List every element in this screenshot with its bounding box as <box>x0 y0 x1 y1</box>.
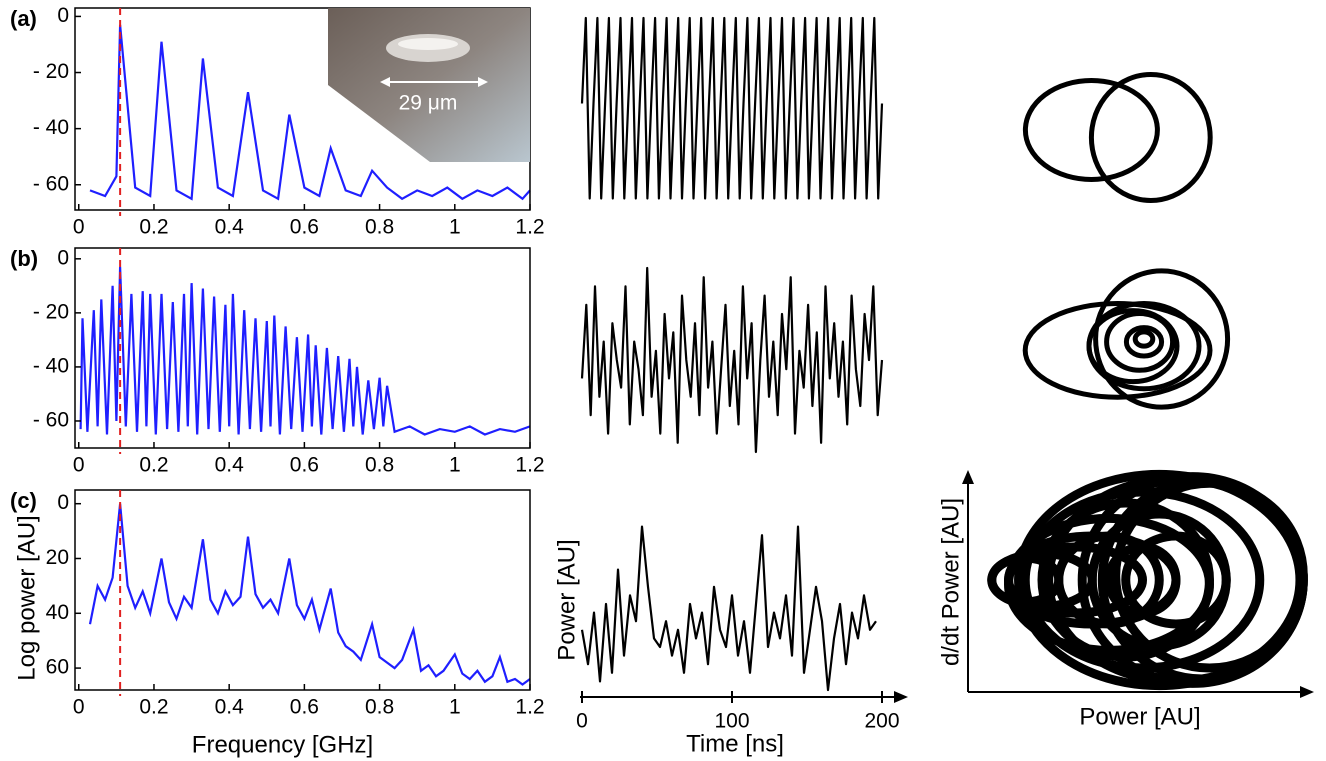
x-tick-label: 0.6 <box>290 216 319 239</box>
y-tick-label: 0 <box>57 246 69 269</box>
plot-frame <box>74 247 531 449</box>
charts: 0 0.2 0.4 0.6 0.8 1 1.2 0 - 20 - 40 - 60 (a) 0 0.2 0.4… <box>10 4 1308 759</box>
y-axis-label: Power [AU] <box>553 539 580 660</box>
x-tick-label: 1.2 <box>515 216 544 239</box>
time-trace <box>580 525 877 692</box>
phase-portrait <box>1022 268 1231 410</box>
x-tick-label: 100 <box>714 710 749 733</box>
spectrum-panel: 0 0.2 0.4 0.6 0.8 1 1.2 0 - 20 - 40 - 60 (b) <box>10 246 545 477</box>
panel-label: (b) <box>10 246 38 271</box>
time-trace <box>580 266 884 454</box>
x-tick-label: 0.8 <box>365 454 394 477</box>
phase-x-arrow <box>1300 686 1314 698</box>
time-axis-arrow <box>894 691 908 703</box>
phase-loop <box>1123 325 1165 359</box>
phase-axes <box>967 482 1302 693</box>
phase-y-arrow <box>962 470 974 484</box>
x-tick-label: 1 <box>449 454 461 477</box>
x-tick-label: 0.4 <box>215 696 245 719</box>
x-tick-label: 0 <box>73 454 85 477</box>
x-tick-label: 1 <box>449 696 461 719</box>
inset-photo: 29 μm <box>328 8 530 162</box>
spectrum-line <box>79 266 531 436</box>
phase-loop <box>1022 78 1160 182</box>
spectrum-line <box>88 503 531 686</box>
phase-loop <box>1121 531 1231 629</box>
x-tick-label: 1.2 <box>515 454 544 477</box>
x-tick-label: 0.8 <box>365 696 394 719</box>
panel-label: (a) <box>10 6 37 31</box>
panel-label: (c) <box>10 488 37 513</box>
x-axis-label: Time [ns] <box>686 730 784 757</box>
x-tick-label: 200 <box>864 710 899 733</box>
y-axis-label: Log power [AU] <box>13 515 40 680</box>
spectrum-panel: 0 0.2 0.4 0.6 0.8 1 1.2 0 20 40 60 (c) Frequency [GH… <box>10 488 545 759</box>
phase-portrait <box>1022 72 1213 203</box>
spectrum-panel: 0 0.2 0.4 0.6 0.8 1 1.2 0 - 20 - 40 - 60 (a) <box>10 4 545 239</box>
y-tick-label: - 20 <box>33 60 69 83</box>
y-tick-label: - 60 <box>33 409 69 432</box>
phase-loop <box>1088 72 1213 203</box>
phase-portrait: Power [AU] d/dt Power [AU] <box>937 469 1308 730</box>
phase-loop <box>1104 542 1181 618</box>
x-tick-label: 0.2 <box>139 216 168 239</box>
x-tick-label: 1.2 <box>515 696 544 719</box>
phase-loop <box>1104 310 1176 373</box>
x-tick-label: 0 <box>576 710 588 733</box>
phase-loop <box>1022 301 1213 400</box>
x-tick-label: 0.6 <box>290 454 319 477</box>
y-tick-label: - 60 <box>33 172 69 195</box>
x-tick-label: 0.4 <box>215 216 245 239</box>
y-tick-label: 40 <box>46 601 69 624</box>
x-tick-label: 1 <box>449 216 461 239</box>
inset-label: 29 μm <box>399 92 458 115</box>
x-tick-label: 0.4 <box>215 454 245 477</box>
phase-loop <box>1132 329 1156 349</box>
phase-loop <box>1037 498 1214 662</box>
x-tick-label: 0.2 <box>139 454 168 477</box>
phase-loop <box>1086 308 1180 385</box>
x-axis-label: Frequency [GHz] <box>192 731 373 758</box>
y-tick-label: - 40 <box>33 354 69 377</box>
x-tick-label: 0 <box>73 696 85 719</box>
x-axis-label: Power [AU] <box>1079 703 1200 730</box>
phase-loop <box>987 553 1064 607</box>
time-trace <box>580 16 884 200</box>
x-tick-label: 0.6 <box>290 696 319 719</box>
phase-loop <box>1111 478 1308 673</box>
y-tick-label: - 40 <box>33 116 69 139</box>
time-trace-panel: 0 100 200 Time [ns] Power [AU] <box>553 525 900 757</box>
phase-loop <box>1020 487 1265 673</box>
phase-loop <box>1093 268 1231 410</box>
y-tick-label: 60 <box>46 656 69 679</box>
time-trace-panel <box>580 16 884 200</box>
spectrum-line <box>89 24 531 201</box>
time-trace-panel <box>580 266 884 454</box>
y-tick-label: 0 <box>57 491 69 514</box>
x-tick-label: 0.2 <box>139 696 168 719</box>
y-axis-label: d/dt Power [AU] <box>937 498 964 666</box>
x-tick-label: 0.8 <box>365 216 394 239</box>
y-tick-label: 20 <box>46 546 69 569</box>
plot-frame <box>74 489 531 691</box>
y-tick-label: 0 <box>57 4 69 27</box>
y-tick-label: - 20 <box>33 300 69 323</box>
x-tick-label: 0 <box>73 216 85 239</box>
